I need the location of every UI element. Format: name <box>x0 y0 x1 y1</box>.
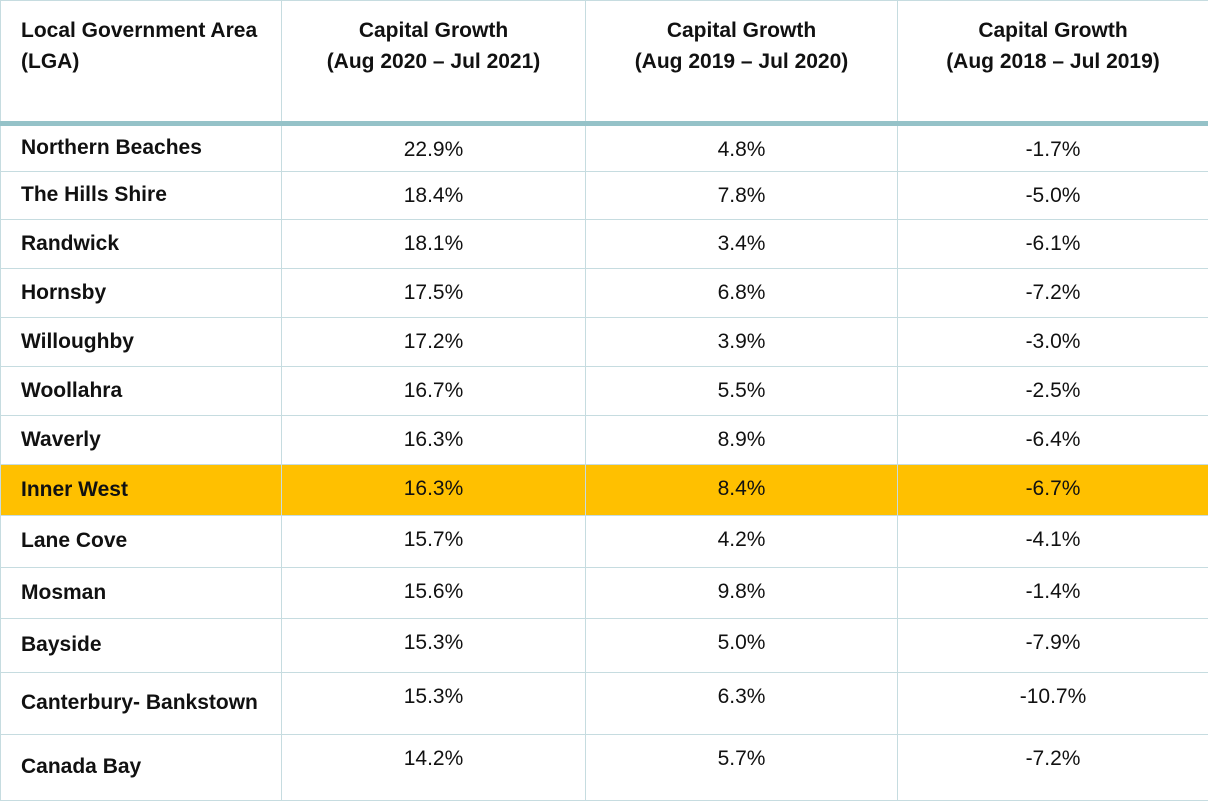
table-row: Randwick 18.1% 3.4% -6.1% <box>0 219 1208 269</box>
growth-2020-2021-cell: 15.7% <box>281 515 586 568</box>
lga-cell: Canada Bay <box>0 734 282 801</box>
lga-cell: Lane Cove <box>0 515 282 568</box>
lga-cell: Hornsby <box>0 268 282 318</box>
header-row: Local Government Area (LGA) Capital Grow… <box>0 0 1208 126</box>
growth-2020-2021-cell: 17.2% <box>281 317 586 367</box>
growth-2020-2021-cell: 16.3% <box>281 464 586 516</box>
lga-cell: Mosman <box>0 567 282 619</box>
growth-2018-2019-cell: -6.7% <box>897 464 1208 516</box>
growth-2018-2019-cell: -6.4% <box>897 415 1208 465</box>
growth-2019-2020-cell: 8.9% <box>585 415 898 465</box>
lga-cell: Canterbury- Bankstown <box>0 672 282 735</box>
growth-2018-2019-cell: -1.7% <box>897 123 1208 172</box>
growth-2018-2019-cell: -10.7% <box>897 672 1208 735</box>
table-row: The Hills Shire 18.4% 7.8% -5.0% <box>0 171 1208 220</box>
table-row: Northern Beaches 22.9% 4.8% -1.7% <box>0 123 1208 172</box>
growth-2019-2020-cell: 7.8% <box>585 171 898 220</box>
growth-2019-2020-cell: 5.5% <box>585 366 898 416</box>
lga-cell: Woollahra <box>0 366 282 416</box>
column-header-lga-title: Local Government Area <box>21 19 258 42</box>
growth-2019-2020-cell: 6.8% <box>585 268 898 318</box>
growth-2020-2021-cell: 18.1% <box>281 219 586 269</box>
lga-cell: Willoughby <box>0 317 282 367</box>
column-header-period: (Aug 2019 – Jul 2020) <box>634 50 849 73</box>
growth-2020-2021-cell: 17.5% <box>281 268 586 318</box>
growth-2018-2019-cell: -5.0% <box>897 171 1208 220</box>
growth-2019-2020-cell: 4.8% <box>585 123 898 172</box>
column-header-cg-2019-2020: Capital Growth (Aug 2019 – Jul 2020) <box>585 0 898 126</box>
growth-2020-2021-cell: 22.9% <box>281 123 586 172</box>
lga-cell: Northern Beaches <box>0 123 282 172</box>
column-header-period: (Aug 2020 – Jul 2021) <box>326 50 541 73</box>
growth-2019-2020-cell: 5.7% <box>585 734 898 801</box>
column-header-lga: Local Government Area (LGA) <box>0 0 282 126</box>
table-row: Woollahra 16.7% 5.5% -2.5% <box>0 366 1208 416</box>
column-header-title: Capital Growth <box>978 19 1128 42</box>
growth-2019-2020-cell: 4.2% <box>585 515 898 568</box>
lga-cell: Inner West <box>0 464 282 516</box>
growth-2019-2020-cell: 3.4% <box>585 219 898 269</box>
table-row: Canada Bay 14.2% 5.7% -7.2% <box>0 734 1208 801</box>
column-header-title: Capital Growth <box>358 19 509 42</box>
growth-2018-2019-cell: -3.0% <box>897 317 1208 367</box>
growth-2018-2019-cell: -7.9% <box>897 618 1208 673</box>
growth-2019-2020-cell: 5.0% <box>585 618 898 673</box>
column-header-title: Capital Growth <box>666 19 817 42</box>
lga-cell: Bayside <box>0 618 282 673</box>
growth-2018-2019-cell: -4.1% <box>897 515 1208 568</box>
growth-2020-2021-cell: 14.2% <box>281 734 586 801</box>
growth-2018-2019-cell: -6.1% <box>897 219 1208 269</box>
column-header-cg-2018-2019: Capital Growth (Aug 2018 – Jul 2019) <box>897 0 1208 126</box>
growth-2020-2021-cell: 18.4% <box>281 171 586 220</box>
growth-2019-2020-cell: 8.4% <box>585 464 898 516</box>
lga-cell: The Hills Shire <box>0 171 282 220</box>
growth-2018-2019-cell: -7.2% <box>897 268 1208 318</box>
table-row: Bayside 15.3% 5.0% -7.9% <box>0 618 1208 673</box>
growth-2019-2020-cell: 3.9% <box>585 317 898 367</box>
growth-2019-2020-cell: 9.8% <box>585 567 898 619</box>
growth-2018-2019-cell: -2.5% <box>897 366 1208 416</box>
lga-cell: Randwick <box>0 219 282 269</box>
lga-cell: Waverly <box>0 415 282 465</box>
growth-2020-2021-cell: 15.6% <box>281 567 586 619</box>
growth-2018-2019-cell: -1.4% <box>897 567 1208 619</box>
column-header-period: (Aug 2018 – Jul 2019) <box>946 50 1160 73</box>
table-row: Willoughby 17.2% 3.9% -3.0% <box>0 317 1208 367</box>
table-row: Hornsby 17.5% 6.8% -7.2% <box>0 268 1208 318</box>
table-row: Lane Cove 15.7% 4.2% -4.1% <box>0 515 1208 568</box>
growth-2020-2021-cell: 15.3% <box>281 618 586 673</box>
growth-2020-2021-cell: 16.3% <box>281 415 586 465</box>
table-row: Canterbury- Bankstown 15.3% 6.3% -10.7% <box>0 672 1208 735</box>
growth-2019-2020-cell: 6.3% <box>585 672 898 735</box>
column-header-cg-2020-2021: Capital Growth (Aug 2020 – Jul 2021) <box>281 0 586 126</box>
growth-2020-2021-cell: 16.7% <box>281 366 586 416</box>
growth-2018-2019-cell: -7.2% <box>897 734 1208 801</box>
column-header-lga-subtitle: (LGA) <box>21 50 80 73</box>
table-row-highlighted: Inner West 16.3% 8.4% -6.7% <box>0 464 1208 516</box>
growth-2020-2021-cell: 15.3% <box>281 672 586 735</box>
table-row: Mosman 15.6% 9.8% -1.4% <box>0 567 1208 619</box>
table-row: Waverly 16.3% 8.9% -6.4% <box>0 415 1208 465</box>
